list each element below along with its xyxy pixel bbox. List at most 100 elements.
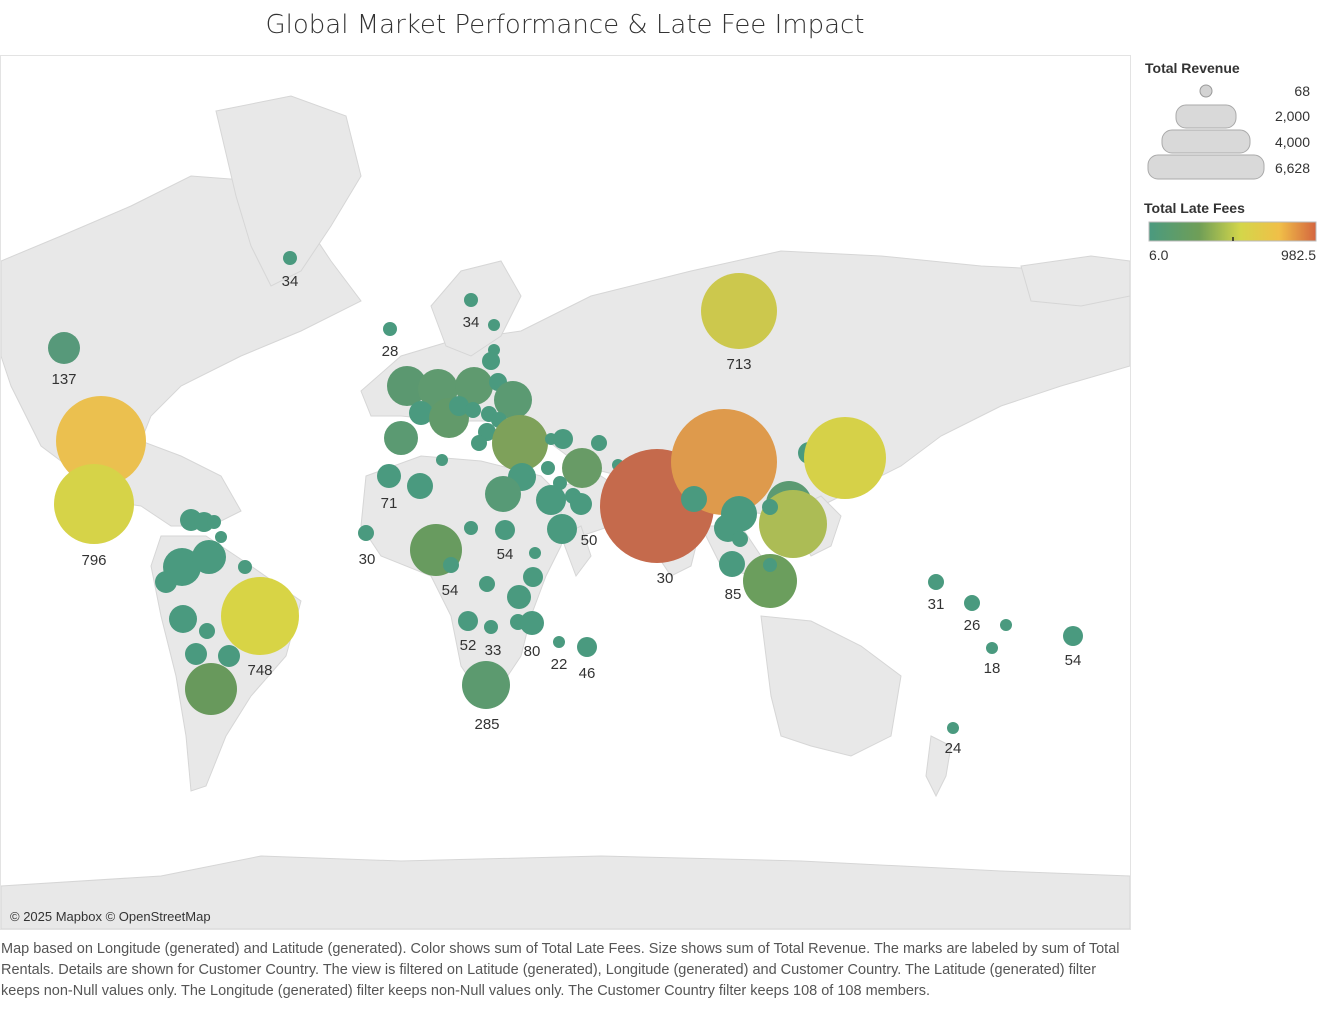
country-mark[interactable] [986, 642, 998, 654]
country-mark[interactable] [192, 540, 226, 574]
country-mark[interactable] [762, 499, 778, 515]
country-mark[interactable] [464, 293, 478, 307]
country-mark[interactable] [471, 435, 487, 451]
country-mark[interactable] [185, 663, 237, 715]
mark-label: 34 [282, 273, 299, 290]
size-legend-mark [1161, 129, 1251, 154]
country-mark[interactable] [488, 319, 500, 331]
country-mark[interactable] [520, 611, 544, 635]
country-mark[interactable] [681, 486, 707, 512]
country-mark[interactable] [358, 525, 374, 541]
mark-label: 796 [81, 552, 106, 569]
country-mark[interactable] [169, 605, 197, 633]
country-mark[interactable] [492, 415, 548, 471]
caption-footnote: Map based on Longitude (generated) and L… [1, 941, 1120, 999]
size-legend-value: 2,000 [1274, 108, 1310, 124]
country-mark[interactable] [207, 515, 221, 529]
country-mark[interactable] [553, 476, 567, 490]
country-mark[interactable] [529, 547, 541, 559]
country-mark[interactable] [449, 396, 469, 416]
country-mark[interactable] [577, 637, 597, 657]
size-legend-value: 4,000 [1274, 134, 1310, 150]
country-mark[interactable] [547, 514, 577, 544]
country-mark[interactable] [732, 531, 748, 547]
country-mark[interactable] [48, 332, 80, 364]
country-mark[interactable] [409, 401, 433, 425]
mark-label: 31 [928, 596, 945, 613]
country-mark[interactable] [185, 643, 207, 665]
country-mark[interactable] [455, 367, 493, 405]
map-view[interactable]: 34 137 28 34 713 71 796 30 54 54 50 30 8… [0, 55, 1131, 930]
mark-label: 30 [657, 570, 674, 587]
map-attribution[interactable]: © 2025 Mapbox © OpenStreetMap [10, 909, 211, 924]
country-mark[interactable] [384, 421, 418, 455]
country-mark[interactable] [701, 273, 777, 349]
country-mark[interactable] [443, 557, 459, 573]
country-mark[interactable] [155, 571, 177, 593]
country-mark[interactable] [54, 464, 134, 544]
country-mark[interactable] [387, 366, 427, 406]
country-mark[interactable] [536, 485, 566, 515]
country-mark[interactable] [541, 461, 555, 475]
country-mark[interactable] [194, 512, 214, 532]
country-mark[interactable] [494, 381, 532, 419]
country-mark[interactable] [719, 551, 745, 577]
mark-labels: 34 137 28 34 713 71 796 30 54 54 50 30 8… [51, 273, 1081, 757]
mark-label: 50 [581, 532, 598, 549]
country-mark[interactable] [407, 473, 433, 499]
mark-label: 80 [524, 643, 541, 660]
country-mark[interactable] [523, 567, 543, 587]
country-mark[interactable] [283, 251, 297, 265]
country-mark[interactable] [199, 623, 215, 639]
mark-label: 713 [726, 356, 751, 373]
country-mark[interactable] [495, 520, 515, 540]
country-mark[interactable] [215, 531, 227, 543]
land-layer [1, 95, 1130, 929]
mark-label: 26 [964, 617, 981, 634]
country-mark[interactable] [763, 558, 777, 572]
country-mark[interactable] [507, 585, 531, 609]
size-legend-value: 68 [1294, 83, 1310, 99]
country-mark[interactable] [743, 554, 797, 608]
country-mark[interactable] [553, 429, 573, 449]
country-mark[interactable] [570, 493, 592, 515]
mark-label: 54 [497, 546, 514, 563]
country-mark[interactable] [591, 435, 607, 451]
country-mark[interactable] [947, 722, 959, 734]
country-mark[interactable] [562, 448, 602, 488]
country-mark[interactable] [383, 322, 397, 336]
country-marks[interactable] [48, 251, 1083, 734]
mark-label: 30 [359, 551, 376, 568]
country-mark[interactable] [465, 402, 481, 418]
country-mark[interactable] [464, 521, 478, 535]
country-mark[interactable] [218, 645, 240, 667]
country-mark[interactable] [462, 661, 510, 709]
country-mark[interactable] [56, 396, 146, 486]
country-mark[interactable] [804, 417, 886, 499]
mark-label: 28 [382, 343, 399, 360]
mark-label: 22 [551, 656, 568, 673]
country-mark[interactable] [928, 574, 944, 590]
country-mark[interactable] [964, 595, 980, 611]
country-mark[interactable] [1063, 626, 1083, 646]
mark-label: 24 [945, 740, 962, 757]
country-mark[interactable] [238, 560, 252, 574]
country-mark[interactable] [377, 464, 401, 488]
mark-label: 34 [463, 314, 480, 331]
country-mark[interactable] [484, 620, 498, 634]
country-mark[interactable] [221, 577, 299, 655]
country-mark[interactable] [1000, 619, 1012, 631]
country-mark[interactable] [485, 476, 521, 512]
color-legend-min: 6.0 [1149, 247, 1169, 263]
country-mark[interactable] [482, 352, 500, 370]
size-legend-mark [1175, 104, 1237, 129]
country-mark[interactable] [479, 576, 495, 592]
mark-label: 137 [51, 371, 76, 388]
world-map[interactable]: 34 137 28 34 713 71 796 30 54 54 50 30 8… [1, 56, 1130, 929]
color-legend-ramp[interactable] [1148, 220, 1318, 244]
mark-label: 54 [1065, 652, 1082, 669]
country-mark[interactable] [458, 611, 478, 631]
country-mark[interactable] [553, 636, 565, 648]
country-mark[interactable] [436, 454, 448, 466]
size-legend-mark [1147, 154, 1265, 180]
